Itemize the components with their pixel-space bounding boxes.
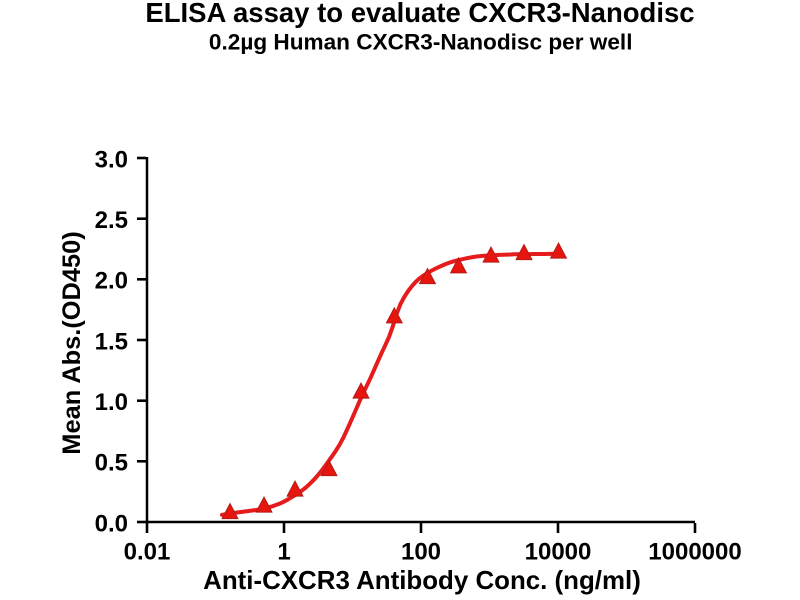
svg-text:10000: 10000 (525, 538, 592, 565)
svg-text:1.0: 1.0 (95, 389, 128, 416)
svg-text:0.5: 0.5 (95, 450, 128, 477)
svg-text:Mean Abs.(OD450): Mean Abs.(OD450) (58, 231, 86, 454)
svg-text:100: 100 (401, 538, 441, 565)
svg-text:2.0: 2.0 (95, 268, 128, 295)
svg-text:2.5: 2.5 (95, 207, 128, 234)
svg-text:ELISA assay to evaluate CXCR3-: ELISA assay to evaluate CXCR3-Nanodisc (145, 0, 694, 28)
svg-text:1: 1 (277, 538, 290, 565)
svg-text:0.0: 0.0 (95, 510, 128, 537)
svg-text:3.0: 3.0 (95, 146, 128, 173)
svg-text:1.5: 1.5 (95, 328, 128, 355)
svg-text:Anti-CXCR3 Antibody Conc. (ng/: Anti-CXCR3 Antibody Conc. (ng/ml) (203, 567, 641, 595)
svg-text:0.01: 0.01 (124, 538, 171, 565)
svg-text:1000000: 1000000 (648, 538, 741, 565)
svg-text:0.2µg Human CXCR3-Nanodisc per: 0.2µg Human CXCR3-Nanodisc per well (209, 29, 633, 54)
